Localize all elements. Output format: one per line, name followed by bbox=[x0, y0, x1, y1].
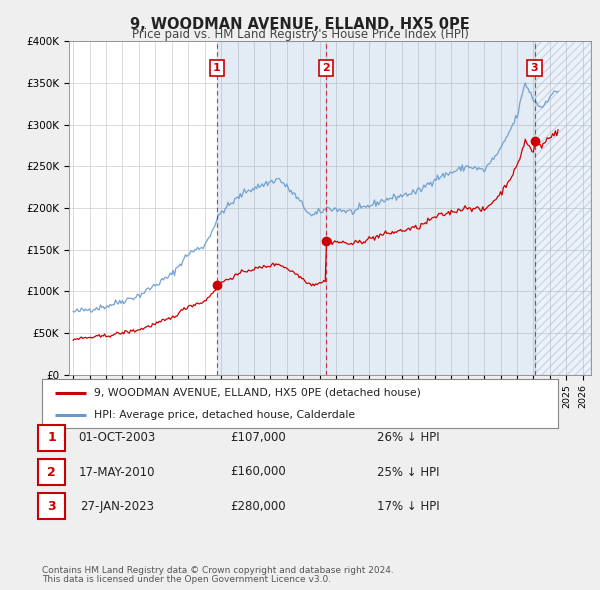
Text: This data is licensed under the Open Government Licence v3.0.: This data is licensed under the Open Gov… bbox=[42, 575, 331, 584]
Text: 1: 1 bbox=[47, 431, 56, 444]
Text: 01-OCT-2003: 01-OCT-2003 bbox=[79, 431, 155, 444]
Text: 9, WOODMAN AVENUE, ELLAND, HX5 0PE: 9, WOODMAN AVENUE, ELLAND, HX5 0PE bbox=[130, 17, 470, 31]
Text: 26% ↓ HPI: 26% ↓ HPI bbox=[377, 431, 439, 444]
Text: £160,000: £160,000 bbox=[230, 466, 286, 478]
Text: Contains HM Land Registry data © Crown copyright and database right 2024.: Contains HM Land Registry data © Crown c… bbox=[42, 566, 394, 575]
Text: 9, WOODMAN AVENUE, ELLAND, HX5 0PE (detached house): 9, WOODMAN AVENUE, ELLAND, HX5 0PE (deta… bbox=[94, 388, 421, 398]
Text: 25% ↓ HPI: 25% ↓ HPI bbox=[377, 466, 439, 478]
Bar bbox=[326, 41, 535, 375]
Text: £107,000: £107,000 bbox=[230, 431, 286, 444]
Text: £280,000: £280,000 bbox=[230, 500, 286, 513]
Bar bbox=[217, 41, 326, 375]
Text: 17% ↓ HPI: 17% ↓ HPI bbox=[377, 500, 439, 513]
Text: 1: 1 bbox=[213, 63, 221, 73]
Text: 3: 3 bbox=[531, 63, 538, 73]
Text: HPI: Average price, detached house, Calderdale: HPI: Average price, detached house, Cald… bbox=[94, 409, 355, 419]
Text: 27-JAN-2023: 27-JAN-2023 bbox=[80, 500, 154, 513]
Text: 3: 3 bbox=[47, 500, 56, 513]
Text: Price paid vs. HM Land Registry's House Price Index (HPI): Price paid vs. HM Land Registry's House … bbox=[131, 28, 469, 41]
Text: 17-MAY-2010: 17-MAY-2010 bbox=[79, 466, 155, 478]
Bar bbox=[535, 41, 591, 375]
Text: 2: 2 bbox=[322, 63, 330, 73]
Text: 2: 2 bbox=[47, 466, 56, 478]
Bar bbox=[535, 41, 591, 375]
